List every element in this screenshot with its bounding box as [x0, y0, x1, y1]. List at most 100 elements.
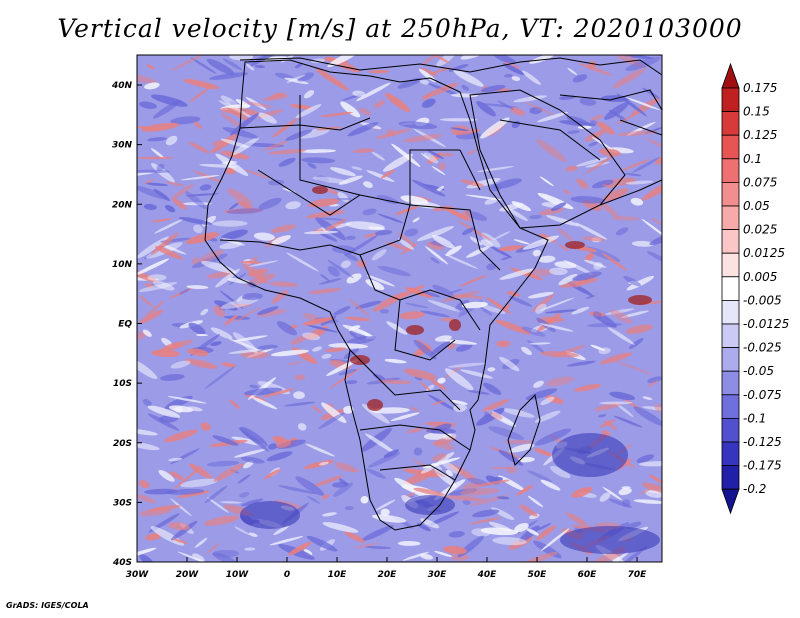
field-streak: [572, 74, 588, 83]
field-streak: [286, 361, 303, 366]
field-streak: [433, 440, 455, 450]
field-streak: [638, 486, 656, 495]
field-streak: [584, 259, 607, 268]
field-streak: [226, 208, 263, 214]
field-streak: [437, 377, 446, 384]
madagascar-coastline: [507, 393, 541, 466]
field-streak: [293, 391, 305, 400]
field-streak: [482, 399, 510, 412]
strong-updraft-area: [628, 295, 652, 305]
field-streak: [210, 341, 222, 346]
field-streak: [252, 397, 278, 410]
field-streak: [519, 504, 538, 517]
field-streak: [346, 235, 356, 240]
field-streak: [546, 376, 575, 387]
latitude-label: 30S: [113, 498, 132, 508]
field-streak: [369, 69, 390, 74]
field-streak: [413, 487, 445, 496]
latitude-label: 20N: [112, 200, 133, 210]
field-streak: [571, 487, 593, 498]
colorbar-segment: [721, 111, 740, 136]
field-streak: [526, 470, 553, 482]
field-streak: [345, 380, 358, 385]
field-streak: [137, 494, 157, 504]
field-streak: [626, 275, 655, 291]
field-streak: [327, 260, 354, 279]
field-streak: [539, 297, 575, 312]
field-streak: [164, 204, 176, 213]
field-streak: [540, 528, 570, 552]
field-streak: [483, 382, 502, 395]
colorbar-segment: [721, 205, 740, 231]
colorbar-label: 0.0125: [743, 246, 785, 260]
field-streak: [158, 469, 175, 482]
field-streak: [537, 111, 569, 123]
field-streak: [609, 391, 636, 401]
field-streak: [302, 332, 320, 341]
field-streak: [421, 98, 436, 108]
field-streak: [200, 422, 211, 431]
field-streak: [237, 200, 253, 210]
field-streak: [143, 203, 157, 210]
field-streak: [448, 463, 477, 481]
field-streak: [378, 379, 412, 385]
field-streak: [443, 545, 467, 555]
field-streak: [540, 396, 555, 406]
field-streak: [154, 246, 183, 260]
latitude-label: 30N: [112, 141, 133, 151]
field-streak: [480, 239, 493, 248]
field-streak: [253, 232, 276, 241]
field-streak: [240, 498, 264, 507]
field-streak: [571, 306, 590, 315]
field-streak: [213, 300, 238, 311]
field-streak: [278, 485, 316, 494]
field-streak: [320, 111, 353, 118]
colorbar-segment: [721, 276, 740, 301]
colorbar-segment: [721, 370, 740, 396]
colorbar-segment: [721, 229, 740, 254]
field-streak: [603, 188, 629, 201]
field-streak: [503, 304, 511, 311]
longitude-label: 20W: [176, 570, 200, 580]
border-line: [359, 254, 481, 331]
field-streak: [536, 525, 557, 541]
field-streak: [315, 175, 330, 183]
field-streak: [521, 346, 532, 356]
field-streak: [565, 165, 578, 172]
field-streak: [184, 191, 208, 210]
field-streak: [327, 55, 361, 68]
field-streak: [165, 488, 205, 495]
map-title: Vertical velocity [m/s] at 250hPa, VT: 2…: [57, 14, 743, 43]
field-streak: [137, 169, 171, 173]
field-streak: [270, 92, 286, 98]
europe-coastline: [239, 57, 662, 76]
field-streak: [473, 479, 511, 488]
field-streak: [598, 414, 607, 418]
field-streak: [506, 291, 520, 297]
field-streak: [496, 340, 511, 348]
field-streak: [472, 509, 500, 518]
field-streak: [578, 63, 613, 76]
field-streak: [404, 228, 419, 237]
field-streak: [413, 447, 423, 456]
field-streak: [356, 260, 367, 268]
field-streak: [529, 106, 543, 115]
field-streak: [256, 309, 287, 317]
field-streak: [457, 220, 492, 241]
longitude-label: 40E: [477, 570, 498, 580]
field-streak: [288, 541, 312, 556]
field-streak: [386, 129, 396, 137]
field-streak: [499, 356, 520, 372]
field-streak: [258, 112, 277, 124]
field-streak: [492, 536, 527, 546]
field-streak: [308, 288, 342, 295]
field-streak: [461, 84, 470, 91]
field-streak: [566, 512, 588, 526]
field-streak: [492, 231, 511, 241]
field-streak: [529, 55, 555, 64]
field-streak: [522, 235, 560, 250]
field-streak: [137, 172, 155, 177]
field-streak: [599, 492, 611, 502]
field-streak: [504, 439, 534, 444]
field-streak: [460, 488, 500, 496]
